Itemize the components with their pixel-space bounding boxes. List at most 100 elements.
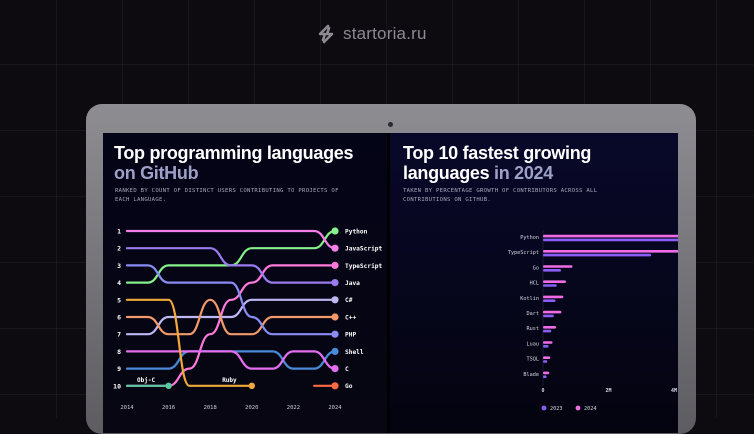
- bar-2024-kotlin: [543, 295, 564, 299]
- laptop-camera: [388, 122, 393, 127]
- brand-name: startoria.ru: [343, 24, 427, 43]
- category-dart: Dart: [527, 311, 540, 317]
- label-java: Java: [345, 280, 360, 287]
- left-subtitle-line2: EACH LANGUAGE.: [115, 197, 167, 203]
- x-tick-2014: 2014: [120, 405, 134, 411]
- right-subtitle-line2: CONTRIBUTIONS ON GITHUB.: [403, 197, 492, 203]
- right-subtitle-line1: TAKEN BY PERCENTAGE GROWTH OF CONTRIBUTO…: [403, 188, 598, 194]
- rank-label-7: 7: [117, 331, 121, 339]
- bar-chart: Python TypeScript Go HCL Kotlin Dart Rust Luau T…: [508, 230, 678, 412]
- brand: startoria.ru: [316, 24, 427, 44]
- rank-label-4: 4: [117, 279, 121, 287]
- line-shell: [125, 350, 337, 370]
- category-python: Python: [520, 235, 539, 241]
- label-typescript: TypeScript: [345, 262, 383, 270]
- bar-2024-luau: [543, 341, 553, 344]
- bar-2023-kotlin: [543, 299, 556, 302]
- legend-swatch-2024: [575, 405, 581, 411]
- rank-label-5: 5: [117, 296, 121, 304]
- bar-2023-tsql: [543, 360, 548, 363]
- x-tick-2m: 2M: [606, 388, 612, 394]
- bar-2023-blade: [543, 375, 547, 378]
- line-java: [125, 247, 337, 284]
- bar-2023-luau: [543, 345, 549, 348]
- rank-label-1: 1: [117, 228, 121, 236]
- x-tick-4m: 4M: [671, 388, 677, 394]
- bar-2024-go: [543, 265, 573, 268]
- bar-2024-typescript: [543, 250, 678, 253]
- bump-chart: 1 2 3 4 5 6 7 8 9 10 2014 2016 2018 2020 2022 2024 Pytho…: [113, 227, 383, 411]
- marker-javascript: [331, 244, 339, 252]
- legend-label-2024: 2024: [584, 406, 597, 412]
- bar-2023-hcl: [543, 284, 557, 287]
- left-subtitle-line1: RANKED BY COUNT OF DISTINCT USERS CONTRI…: [115, 188, 339, 194]
- right-title: Top 10 fastest growing languages in 2024: [403, 143, 591, 183]
- right-title-line2a: languages: [403, 163, 495, 183]
- left-panel: Top programming languages on GitHub RANK…: [103, 133, 387, 433]
- x-tick-2020: 2020: [245, 405, 258, 411]
- bar-2024-blade: [543, 371, 550, 375]
- marker-obj-c: [165, 382, 172, 389]
- left-title: Top programming languages on GitHub: [114, 143, 353, 183]
- label-python: Python: [345, 228, 368, 235]
- bar-2024-python: [543, 234, 678, 238]
- left-title-line1: Top programming languages: [114, 143, 354, 163]
- marker-go: [331, 382, 339, 390]
- label-go: Go: [345, 383, 353, 390]
- right-title-line1: Top 10 fastest growing: [403, 143, 592, 163]
- panel-divider: [387, 133, 390, 433]
- category-typescript: TypeScript: [508, 250, 539, 256]
- bar-2024-hcl: [543, 280, 566, 283]
- line-csharp: [125, 298, 337, 336]
- category-tsql: TSQL: [527, 357, 540, 363]
- bar-2023-go: [543, 269, 562, 272]
- marker-ruby: [248, 382, 255, 389]
- category-rust: Rust: [527, 326, 540, 332]
- bar-2024-tsql: [543, 356, 551, 359]
- x-tick-2016: 2016: [162, 405, 175, 411]
- marker-java: [331, 279, 339, 287]
- category-hcl: HCL: [530, 281, 539, 287]
- category-kotlin: Kotlin: [520, 296, 539, 302]
- label-c: C: [345, 366, 349, 373]
- marker-shell: [331, 347, 339, 355]
- legend-label-2023: 2023: [550, 406, 563, 412]
- category-blade: Blade: [523, 372, 539, 378]
- rank-label-8: 8: [117, 348, 121, 356]
- bar-2024-dart: [543, 310, 562, 314]
- label-obj-c: Obj-C: [137, 377, 155, 384]
- label-php: PHP: [345, 332, 356, 339]
- right-panel: Top 10 fastest growing languages in 2024…: [390, 133, 678, 433]
- bar-2023-dart: [543, 314, 554, 318]
- label-cplusplus: C++: [345, 314, 356, 321]
- bar-2024-rust: [543, 326, 557, 329]
- bar-2023-python: [543, 238, 678, 242]
- line-c: [125, 350, 337, 370]
- rank-label-6: 6: [117, 314, 121, 322]
- line-cplusplus: [125, 298, 337, 336]
- marker-php: [331, 330, 339, 338]
- x-tick-2018: 2018: [204, 405, 217, 411]
- bar-2023-typescript: [543, 253, 652, 257]
- rank-label-3: 3: [117, 262, 121, 270]
- x-tick-0: 0: [541, 388, 544, 394]
- marker-typescript: [331, 261, 339, 269]
- rank-label-10: 10: [113, 382, 121, 390]
- category-luau: Luau: [527, 341, 540, 347]
- x-tick-2024: 2024: [328, 405, 342, 411]
- label-csharp: C#: [345, 297, 353, 304]
- legend-swatch-2023: [541, 405, 547, 411]
- marker-python: [331, 227, 339, 235]
- laptop-screen: Top programming languages on GitHub RANK…: [103, 133, 678, 433]
- category-go: Go: [533, 265, 539, 271]
- label-javascript: JavaScript: [345, 245, 383, 253]
- rank-label-2: 2: [117, 245, 121, 253]
- label-ruby: Ruby: [222, 377, 237, 384]
- left-title-line2: on GitHub: [114, 163, 199, 183]
- line-php: [125, 264, 337, 336]
- startoria-logo-icon: [318, 24, 334, 44]
- label-shell: Shell: [345, 349, 364, 356]
- marker-cplusplus: [331, 313, 339, 321]
- bar-2023-rust: [543, 329, 552, 333]
- x-tick-2022: 2022: [287, 405, 300, 411]
